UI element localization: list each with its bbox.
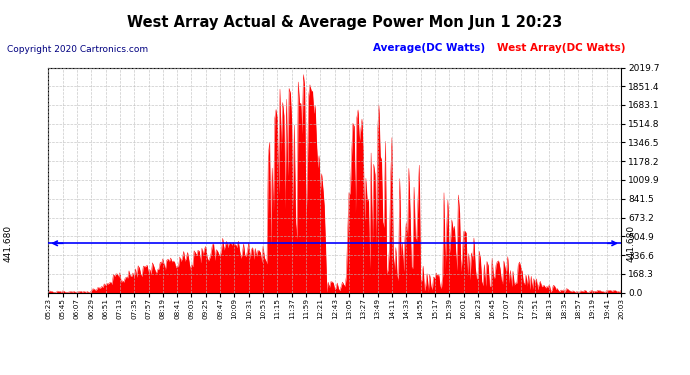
Text: Copyright 2020 Cartronics.com: Copyright 2020 Cartronics.com bbox=[7, 45, 148, 54]
Text: West Array Actual & Average Power Mon Jun 1 20:23: West Array Actual & Average Power Mon Ju… bbox=[128, 15, 562, 30]
Text: West Array(DC Watts): West Array(DC Watts) bbox=[497, 43, 625, 53]
Text: 441.680: 441.680 bbox=[3, 225, 12, 262]
Text: Average(DC Watts): Average(DC Watts) bbox=[373, 43, 484, 53]
Text: 441.680: 441.680 bbox=[627, 225, 635, 262]
